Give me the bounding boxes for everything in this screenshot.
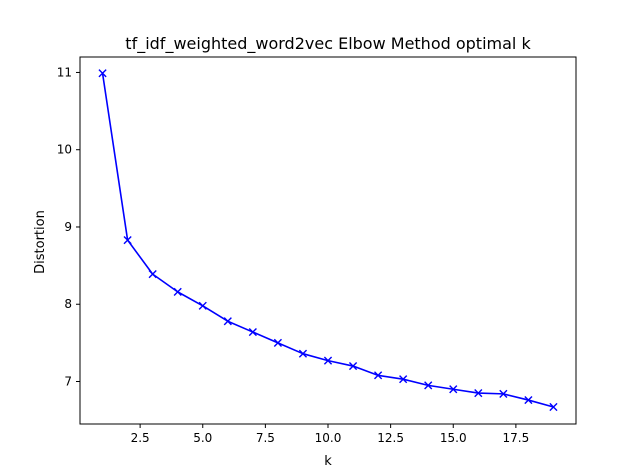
y-tick-label: 8 [64,297,72,311]
data-point-marker [98,69,107,78]
data-point-marker [424,381,433,390]
data-point-marker [348,361,358,371]
y-tick-label: 11 [57,65,72,79]
data-point-marker [248,327,257,337]
data-point-marker [123,236,132,245]
x-tick-label: 2.5 [131,431,150,445]
data-point-marker [223,317,232,326]
data-point-marker [198,301,207,310]
x-tick-label: 15.0 [440,431,467,445]
x-tick-label: 10.0 [315,431,342,445]
plot-area: 2.5 5.0 7.5 10.0 12.5 15.0 17.5 7 8 9 10 11 [57,65,558,445]
data-point-marker [374,371,383,380]
x-tick-label: 5.0 [193,431,212,445]
data-point-marker [173,287,182,296]
x-axis-label: k [324,454,332,469]
data-point-marker [148,270,157,279]
data-point-marker [549,402,558,412]
y-tick-label: 9 [64,220,72,234]
y-axis-label: Distortion [33,210,48,274]
data-point-marker [399,375,408,384]
y-tick-label: 10 [57,143,72,157]
data-point-marker [449,385,458,394]
x-tick-label: 17.5 [503,431,530,445]
x-tick-label: 12.5 [377,431,404,445]
chart-title: tf_idf_weighted_word2vec Elbow Method op… [125,34,531,54]
data-point-marker [298,349,308,358]
data-point-marker [499,389,508,398]
y-tick-label: 7 [64,375,72,389]
data-point-marker [273,338,282,347]
data-point-marker [524,395,533,405]
data-point-marker [323,356,333,365]
data-point-marker [474,389,483,398]
x-tick-label: 7.5 [256,431,275,445]
plot-frame [79,56,577,425]
